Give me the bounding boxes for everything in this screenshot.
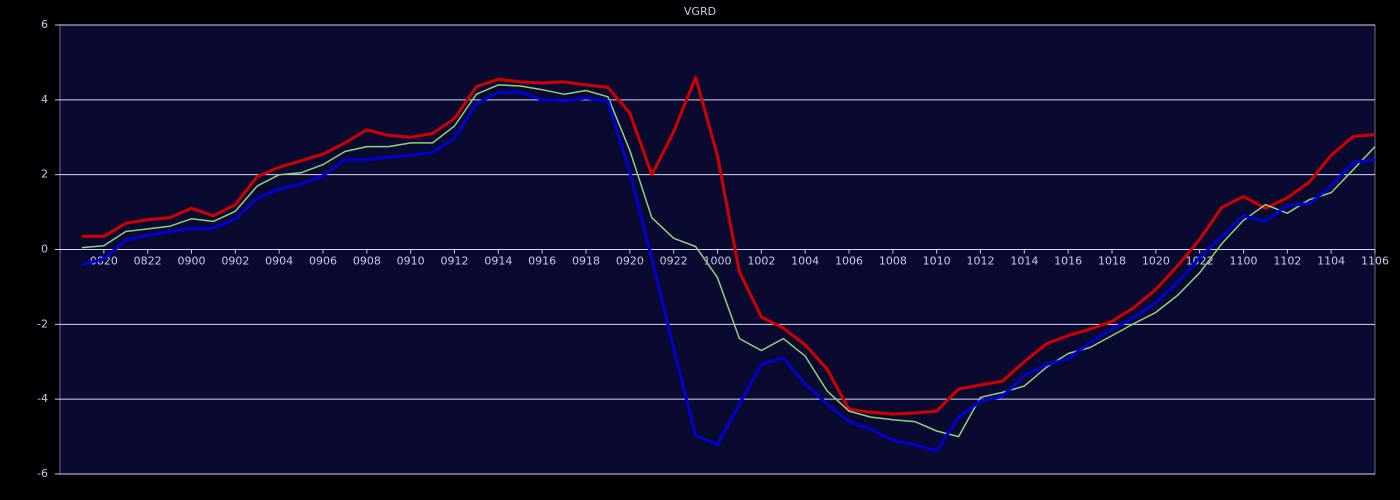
x-tick-label: 1100 [1230, 255, 1258, 268]
data-line [81, 75, 1376, 416]
x-tick-label: 0912 [441, 255, 469, 268]
x-tick-label: 1010 [923, 255, 951, 268]
y-tick-label: 4 [41, 93, 48, 106]
x-tick-label: 0900 [178, 255, 206, 268]
y-tick-label: -6 [37, 467, 48, 480]
x-tick-label: 0914 [484, 255, 512, 268]
x-tick-label: 0820 [90, 255, 118, 268]
x-tick-label: 0910 [397, 255, 425, 268]
y-tick-label: 6 [41, 18, 48, 31]
x-tick-label: 1102 [1273, 255, 1301, 268]
x-tick-label: 1000 [704, 255, 732, 268]
x-tick-label: 1012 [967, 255, 995, 268]
x-tick-label: 1004 [791, 255, 819, 268]
x-tick-label: 0822 [134, 255, 162, 268]
x-tick-label: 1006 [835, 255, 863, 268]
x-tick-label: 0922 [660, 255, 688, 268]
y-tick-label: 0 [41, 243, 48, 256]
x-tick-label: 0908 [353, 255, 381, 268]
x-tick-label: 1018 [1098, 255, 1126, 268]
x-tick-label: 0916 [528, 255, 556, 268]
x-tick-label: 0904 [265, 255, 293, 268]
x-tick-label: 0902 [221, 255, 249, 268]
data-line [81, 90, 1376, 453]
x-tick-label: 1020 [1142, 255, 1170, 268]
x-tick-label: 1106 [1361, 255, 1389, 268]
y-tick-label: 2 [41, 168, 48, 181]
x-tick-label: 1008 [879, 255, 907, 268]
x-tick-label: 0918 [572, 255, 600, 268]
x-tick-label: 1016 [1054, 255, 1082, 268]
chart-title: VGRD [684, 5, 716, 18]
x-tick-label: 0906 [309, 255, 337, 268]
x-tick-label: 1014 [1010, 255, 1038, 268]
y-tick-label: -2 [37, 317, 48, 330]
y-tick-label: -4 [37, 392, 48, 405]
x-tick-label: 1002 [747, 255, 775, 268]
data-line [81, 84, 1376, 438]
x-tick-label: 1104 [1317, 255, 1345, 268]
x-tick-label: 0920 [616, 255, 644, 268]
